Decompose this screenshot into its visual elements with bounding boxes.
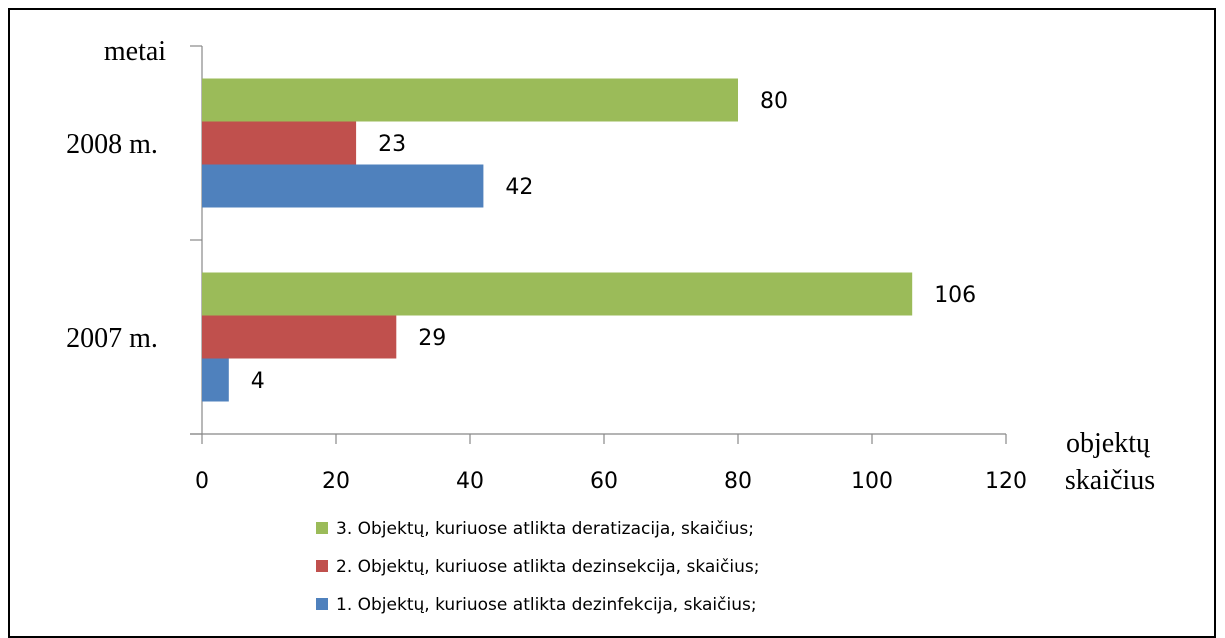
- legend-entry: 2. Objektų, kuriuose atlikta dezinsekcij…: [336, 557, 759, 577]
- x-tick-label: 20: [322, 469, 350, 494]
- data-label: 80: [760, 89, 788, 114]
- legend-swatch: [316, 560, 328, 572]
- category-label: 2007 m.: [66, 323, 158, 354]
- x-axis-label-line2: skaičius: [1065, 465, 1155, 496]
- x-tick-label: 0: [195, 469, 209, 494]
- x-axis-label-line1: objektų: [1066, 428, 1151, 459]
- x-tick-label: 60: [590, 469, 618, 494]
- data-label: 106: [934, 283, 976, 308]
- x-tick-label: 80: [724, 469, 752, 494]
- legend-entry: 3. Objektų, kuriuose atlikta deratizacij…: [336, 519, 754, 539]
- x-tick-label: 100: [851, 469, 893, 494]
- data-label: 4: [251, 369, 265, 394]
- bar: [202, 78, 738, 122]
- bar: [202, 358, 229, 402]
- legend-swatch: [316, 522, 328, 534]
- legend-swatch: [316, 598, 328, 610]
- legend-entry: 1. Objektų, kuriuose atlikta dezinfekcij…: [336, 595, 757, 615]
- x-tick-label: 40: [456, 469, 484, 494]
- y-axis-label: metai: [104, 36, 166, 67]
- bar: [202, 121, 357, 165]
- bar: [202, 315, 397, 359]
- data-label: 23: [378, 132, 406, 157]
- category-label: 2008 m.: [66, 129, 158, 160]
- bar: [202, 164, 484, 208]
- bar: [202, 272, 913, 316]
- data-label: 29: [418, 326, 446, 351]
- data-label: 42: [505, 175, 533, 200]
- x-tick-label: 120: [985, 469, 1027, 494]
